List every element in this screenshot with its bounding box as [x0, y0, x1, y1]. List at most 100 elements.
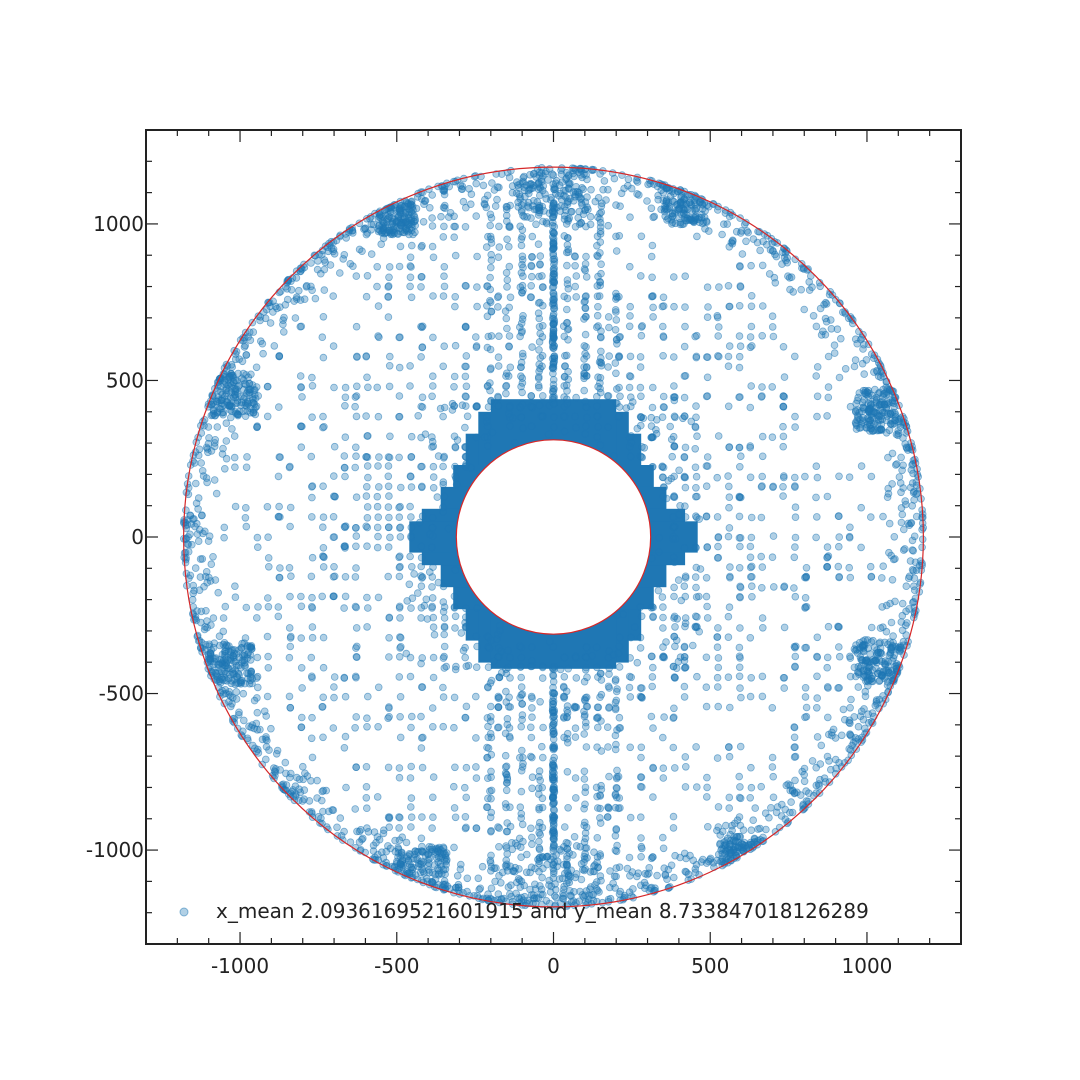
data-point	[440, 282, 449, 291]
data-point	[703, 822, 712, 831]
data-point	[428, 433, 436, 441]
data-point	[648, 241, 657, 250]
data-point	[747, 533, 756, 542]
data-point	[595, 358, 604, 366]
data-point	[714, 323, 723, 331]
data-point	[670, 393, 679, 401]
data-point	[450, 723, 458, 732]
data-point	[360, 225, 368, 234]
data-point	[559, 682, 568, 691]
data-point	[261, 755, 270, 764]
data-point	[517, 746, 526, 755]
data-point	[486, 365, 495, 374]
data-point	[691, 512, 700, 520]
data-point	[779, 482, 787, 491]
data-point	[483, 422, 492, 431]
data-point	[439, 654, 448, 662]
data-point	[330, 693, 338, 702]
data-point	[374, 483, 383, 491]
data-point	[564, 172, 573, 180]
data-point	[417, 744, 426, 752]
data-point	[253, 533, 262, 542]
data-point	[487, 676, 496, 685]
data-point	[539, 723, 547, 732]
data-point	[297, 663, 306, 672]
data-point	[329, 472, 338, 480]
data-point	[572, 272, 581, 280]
data-point	[593, 853, 602, 861]
data-point	[352, 542, 360, 551]
data-point	[802, 787, 810, 795]
data-point	[692, 352, 701, 361]
data-point	[918, 513, 926, 522]
data-point	[352, 603, 361, 612]
data-point	[912, 566, 921, 574]
data-point	[853, 339, 861, 348]
data-point	[451, 443, 460, 452]
data-point	[205, 532, 214, 540]
data-point	[735, 592, 744, 601]
data-point	[884, 453, 892, 462]
data-point	[330, 562, 338, 571]
data-point	[596, 872, 605, 880]
data-point	[796, 791, 805, 799]
data-point	[571, 261, 579, 270]
data-point	[593, 433, 602, 441]
data-point	[384, 293, 393, 301]
data-point	[615, 292, 623, 301]
data-point	[461, 812, 470, 821]
data-point	[819, 327, 827, 336]
data-point	[263, 502, 272, 511]
data-point	[800, 777, 809, 786]
data-point	[440, 603, 449, 611]
data-point	[720, 845, 728, 854]
data-point	[527, 824, 535, 833]
data-point	[801, 472, 809, 481]
data-point	[486, 856, 495, 865]
data-point	[747, 763, 755, 772]
data-point	[791, 482, 799, 490]
data-point	[615, 863, 624, 871]
data-point	[330, 492, 339, 501]
data-point	[569, 197, 578, 205]
data-point	[487, 884, 496, 893]
data-point	[550, 753, 558, 762]
data-point	[616, 392, 624, 401]
data-point	[370, 828, 379, 836]
data-point	[714, 663, 723, 672]
data-point	[582, 352, 591, 360]
data-point	[539, 853, 547, 862]
x-tick-label: 0	[547, 954, 560, 978]
data-point	[571, 282, 579, 291]
data-point	[515, 834, 524, 843]
data-point	[428, 583, 436, 591]
data-point	[395, 412, 403, 421]
data-point	[230, 675, 239, 684]
data-point	[440, 201, 449, 210]
data-point	[461, 613, 470, 622]
data-point	[373, 492, 382, 501]
data-point	[768, 703, 777, 712]
data-point	[806, 272, 815, 280]
data-point	[786, 786, 794, 795]
data-point	[779, 432, 788, 441]
data-point	[493, 195, 501, 204]
data-point	[681, 322, 689, 331]
data-point	[396, 692, 405, 701]
data-point	[374, 593, 383, 602]
data-point	[647, 252, 656, 261]
data-point	[483, 774, 492, 782]
data-point	[610, 174, 619, 183]
data-point	[803, 266, 811, 274]
data-point	[538, 333, 547, 341]
data-point	[384, 282, 393, 290]
data-point	[823, 412, 831, 420]
data-point	[439, 412, 447, 421]
data-point	[805, 278, 813, 286]
data-point	[563, 280, 572, 288]
data-point	[253, 708, 262, 717]
data-point	[384, 543, 393, 551]
data-point	[571, 223, 580, 231]
data-point	[739, 826, 748, 834]
data-point	[648, 383, 657, 392]
